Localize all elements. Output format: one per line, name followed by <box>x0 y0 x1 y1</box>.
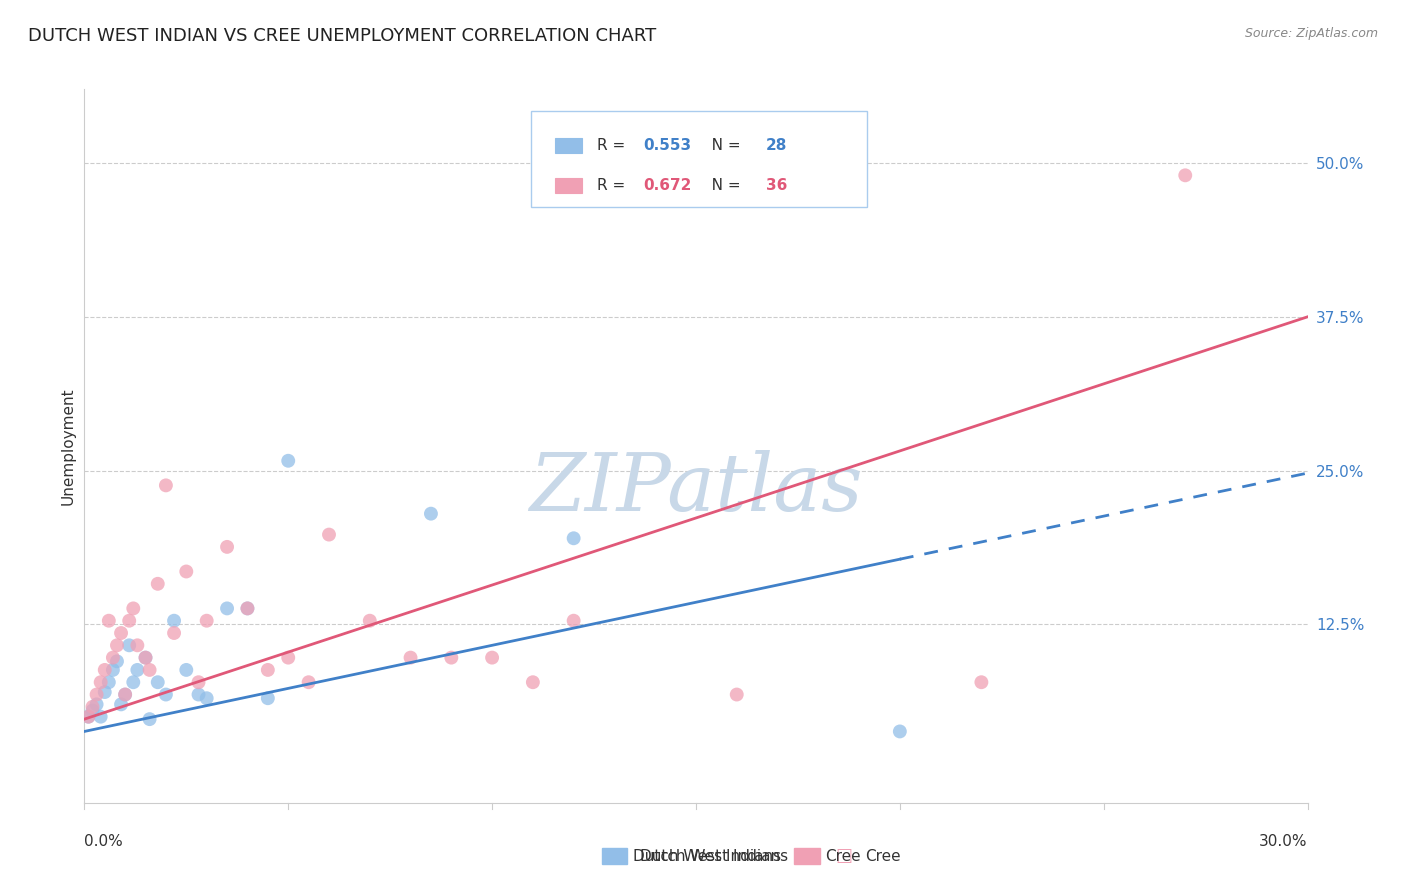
Point <box>105 638 128 652</box>
Point <box>101 663 124 677</box>
Point <box>155 478 177 492</box>
Point <box>217 601 239 615</box>
Point <box>970 675 993 690</box>
Text: 0.553: 0.553 <box>644 138 692 153</box>
Point <box>127 638 149 652</box>
Point <box>90 675 112 690</box>
Point <box>187 688 209 702</box>
Point <box>440 650 463 665</box>
Point <box>318 527 340 541</box>
Point <box>217 540 239 554</box>
Point <box>118 638 141 652</box>
Point <box>114 688 136 702</box>
Point <box>135 650 157 665</box>
Point <box>163 614 186 628</box>
Text: □: □ <box>835 847 852 865</box>
Point <box>298 675 321 690</box>
Text: ZIPatlas: ZIPatlas <box>529 450 863 527</box>
Text: N =: N = <box>697 138 745 153</box>
Text: 36: 36 <box>766 178 787 193</box>
Text: Cree: Cree <box>865 849 900 863</box>
Point <box>146 675 169 690</box>
Text: □: □ <box>610 847 627 865</box>
Point <box>236 601 259 615</box>
Point <box>277 454 299 468</box>
Text: 0.0%: 0.0% <box>84 833 124 848</box>
Point <box>146 576 169 591</box>
Point <box>105 654 128 668</box>
Point <box>889 724 911 739</box>
Point <box>93 685 117 699</box>
Point <box>163 626 186 640</box>
Point <box>127 663 149 677</box>
Y-axis label: Unemployment: Unemployment <box>60 387 76 505</box>
Point <box>155 688 177 702</box>
Point <box>90 709 112 723</box>
Text: Dutch West Indians: Dutch West Indians <box>640 849 787 863</box>
Point <box>110 626 132 640</box>
Point <box>725 688 748 702</box>
Point <box>114 688 136 702</box>
Point <box>77 709 100 723</box>
Point <box>195 614 218 628</box>
FancyBboxPatch shape <box>555 178 582 194</box>
Text: 30.0%: 30.0% <box>1260 833 1308 848</box>
Point <box>101 650 124 665</box>
Point <box>236 601 259 615</box>
Point <box>122 601 145 615</box>
FancyBboxPatch shape <box>531 111 868 207</box>
Point <box>399 650 422 665</box>
FancyBboxPatch shape <box>555 137 582 153</box>
Text: N =: N = <box>697 178 745 193</box>
Text: R =: R = <box>598 138 630 153</box>
Point <box>420 507 443 521</box>
Point <box>82 699 104 714</box>
Point <box>562 531 585 545</box>
Point <box>110 698 132 712</box>
Point <box>176 565 198 579</box>
Point <box>86 698 108 712</box>
Point <box>257 663 280 677</box>
Point <box>359 614 381 628</box>
Text: R =: R = <box>598 178 630 193</box>
Point <box>122 675 145 690</box>
Text: DUTCH WEST INDIAN VS CREE UNEMPLOYMENT CORRELATION CHART: DUTCH WEST INDIAN VS CREE UNEMPLOYMENT C… <box>28 27 657 45</box>
Point <box>176 663 198 677</box>
Point <box>562 614 585 628</box>
Point <box>86 688 108 702</box>
Point <box>277 650 299 665</box>
Point <box>93 663 117 677</box>
Point <box>187 675 209 690</box>
Point <box>1174 169 1197 183</box>
Point <box>97 614 120 628</box>
Point <box>82 704 104 718</box>
Point <box>481 650 503 665</box>
Text: 0.672: 0.672 <box>644 178 692 193</box>
Point <box>118 614 141 628</box>
Text: Cree: Cree <box>825 849 860 863</box>
Point <box>135 650 157 665</box>
Point <box>138 663 160 677</box>
Point <box>195 691 218 706</box>
Point <box>138 712 160 726</box>
Point <box>77 709 100 723</box>
Text: Source: ZipAtlas.com: Source: ZipAtlas.com <box>1244 27 1378 40</box>
Point <box>97 675 120 690</box>
Point <box>257 691 280 706</box>
Point <box>522 675 544 690</box>
Text: Dutch West Indians: Dutch West Indians <box>633 849 780 863</box>
Text: 28: 28 <box>766 138 787 153</box>
